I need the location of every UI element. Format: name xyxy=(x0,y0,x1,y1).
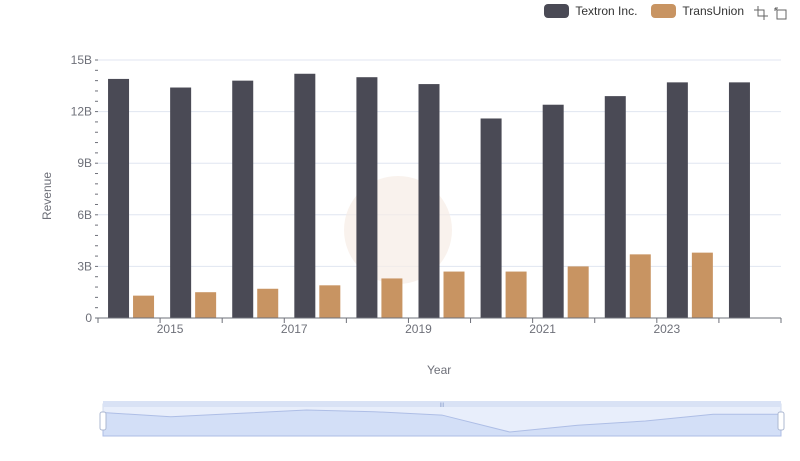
bar-transunion2017 xyxy=(319,285,341,318)
x-tick-label: 2023 xyxy=(653,322,680,336)
legend-label-textron: Textron Inc. xyxy=(575,4,638,18)
x-tick-label: 2017 xyxy=(281,322,308,336)
y-tick-label: 9B xyxy=(77,156,92,170)
zoom-handle-grip: III xyxy=(439,403,444,409)
toolbox xyxy=(754,6,788,20)
zoom-handle-left[interactable] xyxy=(99,411,107,431)
bar-textron-inc-2014 xyxy=(108,78,130,318)
bar-textron-inc-2024 xyxy=(728,82,750,318)
bar-textron-inc-2021 xyxy=(542,104,564,318)
bar-textron-inc-2023 xyxy=(666,82,688,318)
bar-textron-inc-2016 xyxy=(232,80,254,318)
bar-textron-inc-2018 xyxy=(356,77,378,318)
x-tick-label: 2019 xyxy=(405,322,432,336)
zoom-handle-right[interactable] xyxy=(777,411,785,431)
legend-swatch-textron xyxy=(544,4,570,18)
bar-transunion2014 xyxy=(133,295,155,318)
zoom-preview-area xyxy=(102,409,782,437)
x-axis-title: Year xyxy=(427,363,452,377)
zoom-selected-bar xyxy=(103,401,781,407)
zoom-reset-icon[interactable] xyxy=(774,6,788,20)
bar-transunion2022 xyxy=(629,254,651,318)
bar-textron-inc-2019 xyxy=(418,84,440,318)
bar-textron-inc-2017 xyxy=(294,73,316,318)
legend-swatch-transunion xyxy=(651,4,677,18)
legend-label-transunion: TransUnion xyxy=(682,4,744,18)
bar-transunion2018 xyxy=(381,278,403,318)
bar-transunion2015 xyxy=(195,292,217,318)
y-tick-label: 6B xyxy=(77,208,92,222)
bar-transunion2020 xyxy=(505,271,527,318)
bar-transunion2021 xyxy=(567,266,589,318)
bar-textron-inc-2022 xyxy=(604,96,626,319)
bar-transunion2019 xyxy=(443,271,465,318)
x-tick-label: 2021 xyxy=(529,322,556,336)
bar-textron-inc-2020 xyxy=(480,118,502,318)
legend-item-textron[interactable]: Textron Inc. xyxy=(544,4,637,18)
y-tick-label: 12B xyxy=(71,105,92,119)
y-tick-label: 0 xyxy=(85,311,92,325)
y-tick-label: 15B xyxy=(71,53,92,67)
y-tick-label: 3B xyxy=(77,259,92,273)
zoom-icon[interactable] xyxy=(754,6,768,20)
x-tick-label: 2015 xyxy=(157,322,184,336)
y-axis-title: Revenue xyxy=(40,171,54,221)
legend-item-transunion[interactable]: TransUnion xyxy=(651,4,744,18)
legend: Textron Inc. TransUnion xyxy=(544,4,744,18)
bar-transunion2023 xyxy=(691,252,713,318)
bar-transunion2016 xyxy=(257,288,279,318)
bar-textron-inc-2015 xyxy=(170,87,192,319)
